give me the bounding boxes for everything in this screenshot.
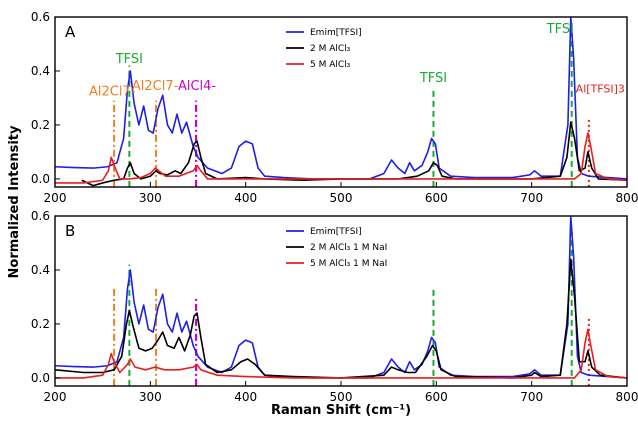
y-tick-label: 0.0: [31, 172, 50, 186]
x-tick-label: 200: [44, 191, 67, 205]
y-tick-label: 0.4: [31, 64, 50, 78]
x-tick-label: 800: [616, 191, 638, 205]
series-group: [55, 216, 627, 379]
y-tick-label: 0.2: [31, 118, 50, 132]
annotation-label: TFSI: [115, 52, 143, 67]
x-tick-label: 600: [425, 390, 448, 404]
x-tick-label: 200: [44, 390, 67, 404]
x-tick-label: 600: [425, 191, 448, 205]
annotation-label: TFSI: [419, 71, 447, 86]
y-axis-title: Normalized Intensity: [7, 125, 22, 278]
series-group: [55, 17, 627, 187]
series-line-blue: [55, 216, 627, 379]
x-tick-label: 700: [520, 191, 543, 205]
plot-frame: [54, 16, 628, 188]
legend-entry: 2 M AlCl₃: [310, 44, 351, 54]
legend-entry: Emim[TFSI]: [310, 28, 362, 38]
x-axis-title: Raman Shift (cm⁻¹): [271, 403, 411, 418]
series-line-black: [81, 121, 627, 187]
legend: Emim[TFSI] 2 M AlCl₃ 1 M NaI 5 M AlCl₃ 1 M…: [286, 227, 387, 269]
annotation-label: TFSI: [546, 22, 574, 37]
series-line-black: [55, 258, 627, 379]
x-tick-label: 700: [520, 390, 543, 404]
annotation-label: AlCl4-: [178, 79, 216, 94]
x-tick-label: 400: [234, 191, 257, 205]
series-line-red: [55, 132, 627, 184]
annotation-label: Al2Cl7-: [132, 79, 179, 94]
x-tick-label: 300: [139, 390, 162, 404]
y-tick-label: 0.2: [31, 317, 50, 331]
legend-entry: 5 M AlCl₃: [310, 60, 351, 70]
panel-a: 200 300 400 500 600 700 800 0.0 0.2 0.4 0.6 A Emim[T…: [31, 10, 638, 205]
y-tick-label: 0.6: [31, 209, 50, 223]
panel-letter: A: [65, 23, 76, 41]
legend: Emim[TFSI] 2 M AlCl₃ 5 M AlCl₃: [286, 28, 362, 70]
x-tick-label: 500: [330, 191, 353, 205]
annotation-label: Al2Cl7-: [89, 84, 136, 99]
x-tick-label: 500: [330, 390, 353, 404]
series-line-blue: [55, 17, 627, 180]
legend-entry: Emim[TFSI]: [310, 227, 362, 237]
y-tick-label: 0.6: [31, 10, 50, 24]
legend-entry: 2 M AlCl₃ 1 M NaI: [310, 243, 387, 253]
annotation-label: Al[TFSI]3: [576, 83, 625, 96]
x-tick-label: 400: [234, 390, 257, 404]
series-line-red: [55, 328, 627, 379]
legend-entry: 5 M AlCl₃ 1 M NaI: [310, 259, 387, 269]
y-tick-label: 0.4: [31, 263, 50, 277]
x-tick-label: 300: [139, 191, 162, 205]
panel-b: 200 300 400 500 600 700 800 0.0 0.2 0.4 0.6 B Emim[T…: [31, 209, 638, 404]
plot-frame: [54, 215, 628, 387]
y-tick-label: 0.0: [31, 371, 50, 385]
panel-letter: B: [65, 222, 75, 240]
x-tick-label: 800: [616, 390, 638, 404]
